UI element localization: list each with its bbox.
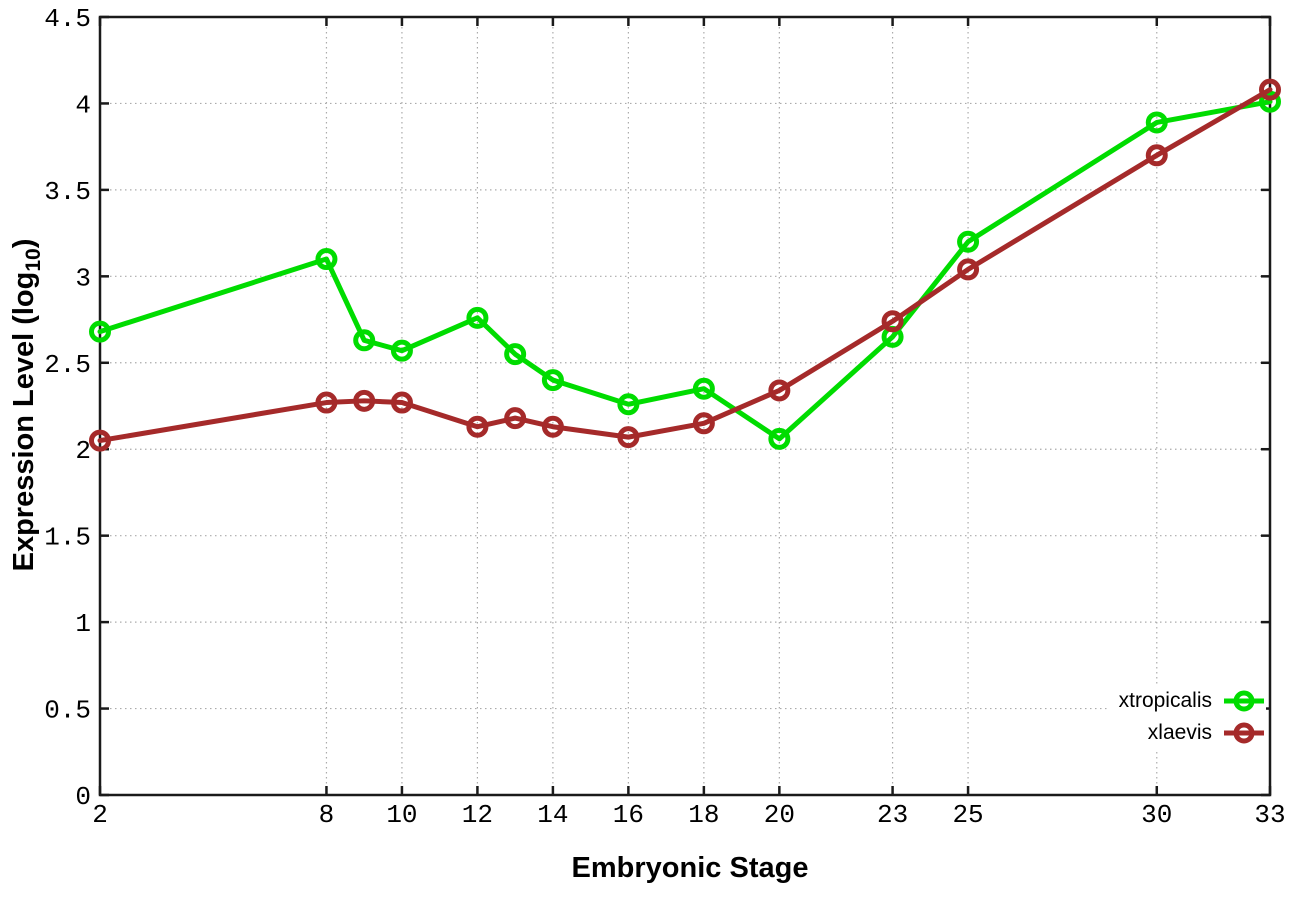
y-tick-label: 3.5 xyxy=(44,177,91,207)
data-point-xlaevis xyxy=(881,310,904,333)
x-tick-label: 23 xyxy=(877,800,908,830)
x-tick-label: 20 xyxy=(764,800,795,830)
x-tick-label: 10 xyxy=(386,800,417,830)
data-point-xtropicalis xyxy=(390,339,413,362)
data-point-xtropicalis xyxy=(957,230,980,253)
data-point-xtropicalis xyxy=(315,248,338,271)
y-tick-label: 1 xyxy=(75,609,91,639)
y-tick-label: 4 xyxy=(75,90,91,120)
legend-item-xtropicalis: xtropicalis xyxy=(1119,686,1266,716)
y-axis-title-subscript: 10 xyxy=(21,248,45,272)
y-tick-label: 4.5 xyxy=(44,4,91,34)
data-point-xtropicalis xyxy=(692,377,715,400)
data-point-xlaevis xyxy=(692,412,715,435)
data-point-xlaevis xyxy=(390,391,413,414)
y-tick-label: 0 xyxy=(75,782,91,812)
y-axis-title-text: Expression Level (log xyxy=(8,271,41,572)
series-line-xtropicalis xyxy=(97,99,1273,442)
data-point-xlaevis xyxy=(1259,78,1281,101)
data-point-xtropicalis xyxy=(617,393,640,416)
legend-label-xlaevis: xlaevis xyxy=(1147,721,1212,744)
y-tick-label: 1.5 xyxy=(44,523,91,553)
xlaevis-line-marker-icon xyxy=(1224,722,1264,744)
x-tick-label: 12 xyxy=(462,800,493,830)
x-tick-label: 8 xyxy=(319,800,335,830)
y-axis-title: Expression Level (log10) xyxy=(8,239,46,572)
data-point-xtropicalis xyxy=(768,427,791,450)
legend-item-xlaevis: xlaevis xyxy=(1119,718,1266,748)
data-point-xlaevis xyxy=(315,391,338,414)
y-tick-label: 2.5 xyxy=(44,350,91,380)
data-point-xlaevis xyxy=(504,407,527,430)
data-point-xlaevis xyxy=(768,379,791,402)
data-point-xtropicalis xyxy=(1259,90,1281,113)
data-point-xlaevis xyxy=(957,258,980,281)
plot-border xyxy=(98,15,1272,797)
y-axis-title-end: ) xyxy=(8,238,41,249)
xtropicalis-line-marker-icon xyxy=(1224,690,1264,712)
data-point-xlaevis xyxy=(466,415,489,438)
series-line-xlaevis xyxy=(97,87,1273,444)
legend-label-xtropicalis: xtropicalis xyxy=(1118,689,1212,712)
data-point-xlaevis xyxy=(89,429,111,452)
data-point-xtropicalis xyxy=(1145,111,1168,134)
y-tick-label: 0.5 xyxy=(44,696,91,726)
x-tick-label: 2 xyxy=(92,800,108,830)
data-point-xlaevis xyxy=(541,415,564,438)
x-tick-label: 33 xyxy=(1254,800,1285,830)
x-tick-label: 18 xyxy=(688,800,719,830)
x-tick-label: 30 xyxy=(1141,800,1172,830)
data-point-xtropicalis xyxy=(504,343,527,366)
data-point-xtropicalis xyxy=(89,320,111,343)
data-point-xtropicalis xyxy=(466,306,489,329)
x-tick-label: 16 xyxy=(613,800,644,830)
data-point-xlaevis xyxy=(617,426,640,449)
y-tick-label: 3 xyxy=(75,263,91,293)
y-tick-label: 2 xyxy=(75,436,91,466)
x-axis-title: Embryonic Stage xyxy=(571,852,809,884)
data-point-xtropicalis xyxy=(353,329,376,352)
data-point-xlaevis xyxy=(1145,144,1168,167)
x-tick-label: 25 xyxy=(952,800,983,830)
data-point-xlaevis xyxy=(353,389,376,412)
data-point-xtropicalis xyxy=(541,369,564,392)
x-tick-label: 14 xyxy=(537,800,568,830)
legend: xtropicalis xlaevis xyxy=(1108,684,1266,750)
